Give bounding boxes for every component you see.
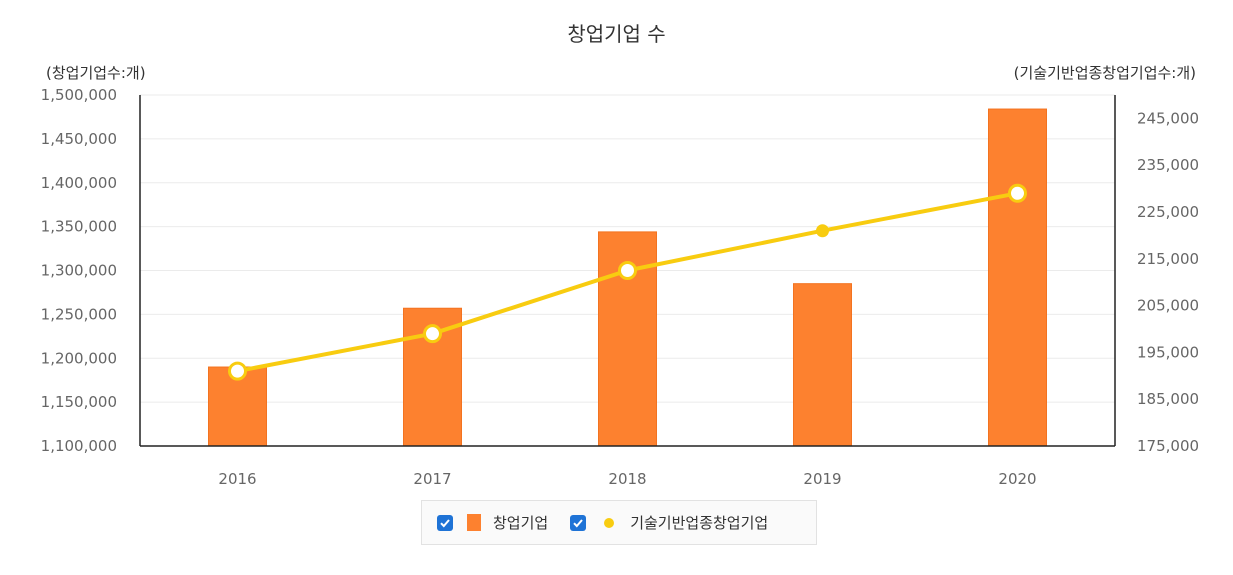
chart-title: 창업기업 수 xyxy=(567,22,666,46)
y-left-tick-label: 1,500,000 xyxy=(41,86,117,104)
checkbox-checked-icon[interactable] xyxy=(570,514,587,531)
x-tick-label: 2019 xyxy=(803,470,841,488)
right-axis-unit-label: (기술기반업종창업기업수:개) xyxy=(1013,64,1196,82)
line-point xyxy=(1008,183,1027,203)
y-left-tick-label: 1,250,000 xyxy=(41,305,117,323)
y-right-tick-label: 225,000 xyxy=(1137,203,1199,221)
dot-swatch-icon xyxy=(604,517,615,528)
legend: 창업기업 기술기반업종창업기업 xyxy=(421,500,817,545)
legend-label-startups: 창업기업 xyxy=(493,514,549,532)
y-right-tick-label: 205,000 xyxy=(1137,297,1199,315)
y-left-tick-label: 1,350,000 xyxy=(41,218,117,236)
legend-item-tech-startups[interactable]: 기술기반업종창업기업 xyxy=(570,512,768,533)
legend-item-startups[interactable]: 창업기업 xyxy=(437,512,548,533)
y-right-tick-label: 235,000 xyxy=(1137,156,1199,174)
checkbox-checked-icon[interactable] xyxy=(437,514,453,531)
line-point xyxy=(816,224,829,238)
x-tick-label: 2017 xyxy=(413,470,451,488)
y-right-tick-label: 175,000 xyxy=(1137,437,1199,455)
line-point xyxy=(228,361,247,381)
y-left-tick-label: 1,300,000 xyxy=(41,262,117,280)
bar-swatch-icon xyxy=(467,514,481,531)
y-right-tick-label: 195,000 xyxy=(1137,343,1199,361)
y-left-tick-label: 1,150,000 xyxy=(41,393,117,411)
bar xyxy=(988,108,1047,447)
x-tick-label: 2018 xyxy=(608,470,646,488)
x-tick-label: 2016 xyxy=(218,470,256,488)
y-left-tick-label: 1,450,000 xyxy=(41,130,117,148)
y-right-tick-label: 245,000 xyxy=(1137,109,1199,127)
y-left-tick-label: 1,400,000 xyxy=(41,174,117,192)
y-left-tick-label: 1,100,000 xyxy=(41,437,117,455)
bar xyxy=(793,283,852,447)
left-axis-unit-label: (창업기업수:개) xyxy=(46,64,146,82)
y-right-tick-label: 215,000 xyxy=(1137,250,1199,268)
line-point xyxy=(618,261,637,280)
line-point xyxy=(423,324,442,344)
y-left-tick-label: 1,200,000 xyxy=(41,349,117,367)
legend-label-tech-startups: 기술기반업종창업기업 xyxy=(630,514,769,532)
y-right-tick-label: 185,000 xyxy=(1137,390,1199,408)
x-tick-label: 2020 xyxy=(998,470,1036,488)
